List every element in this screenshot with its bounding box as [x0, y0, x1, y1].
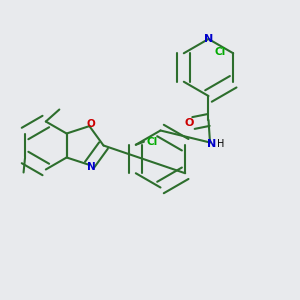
Text: O: O: [86, 119, 95, 129]
Text: Cl: Cl: [147, 137, 158, 147]
Text: N: N: [204, 34, 213, 44]
Text: Cl: Cl: [214, 47, 225, 57]
Text: O: O: [184, 118, 194, 128]
Text: N: N: [207, 139, 216, 149]
Text: H: H: [217, 139, 224, 149]
Text: N: N: [86, 162, 95, 172]
